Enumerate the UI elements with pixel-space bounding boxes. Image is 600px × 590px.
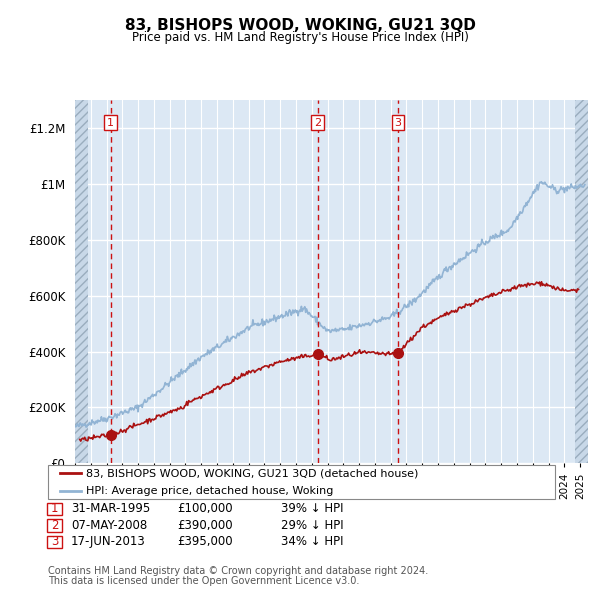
Text: £390,000: £390,000 <box>177 519 233 532</box>
Text: HPI: Average price, detached house, Woking: HPI: Average price, detached house, Woki… <box>86 486 333 496</box>
Text: Price paid vs. HM Land Registry's House Price Index (HPI): Price paid vs. HM Land Registry's House … <box>131 31 469 44</box>
Bar <box>575 100 590 463</box>
Text: £100,000: £100,000 <box>177 502 233 515</box>
Text: This data is licensed under the Open Government Licence v3.0.: This data is licensed under the Open Gov… <box>48 576 359 585</box>
Text: 2: 2 <box>314 117 321 127</box>
Text: 1: 1 <box>51 502 58 515</box>
Text: 1: 1 <box>107 117 114 127</box>
Text: 31-MAR-1995: 31-MAR-1995 <box>71 502 150 515</box>
Text: 34% ↓ HPI: 34% ↓ HPI <box>281 535 343 548</box>
Text: 07-MAY-2008: 07-MAY-2008 <box>71 519 147 532</box>
Text: 3: 3 <box>394 117 401 127</box>
Bar <box>75 100 88 463</box>
Text: 39% ↓ HPI: 39% ↓ HPI <box>281 502 343 515</box>
Text: 29% ↓ HPI: 29% ↓ HPI <box>281 519 343 532</box>
Text: 83, BISHOPS WOOD, WOKING, GU21 3QD (detached house): 83, BISHOPS WOOD, WOKING, GU21 3QD (deta… <box>86 468 418 478</box>
Text: 17-JUN-2013: 17-JUN-2013 <box>71 535 146 548</box>
Text: £395,000: £395,000 <box>177 535 233 548</box>
Text: 83, BISHOPS WOOD, WOKING, GU21 3QD: 83, BISHOPS WOOD, WOKING, GU21 3QD <box>125 18 475 34</box>
Text: Contains HM Land Registry data © Crown copyright and database right 2024.: Contains HM Land Registry data © Crown c… <box>48 566 428 576</box>
Text: 3: 3 <box>51 535 58 548</box>
Text: 2: 2 <box>51 519 58 532</box>
